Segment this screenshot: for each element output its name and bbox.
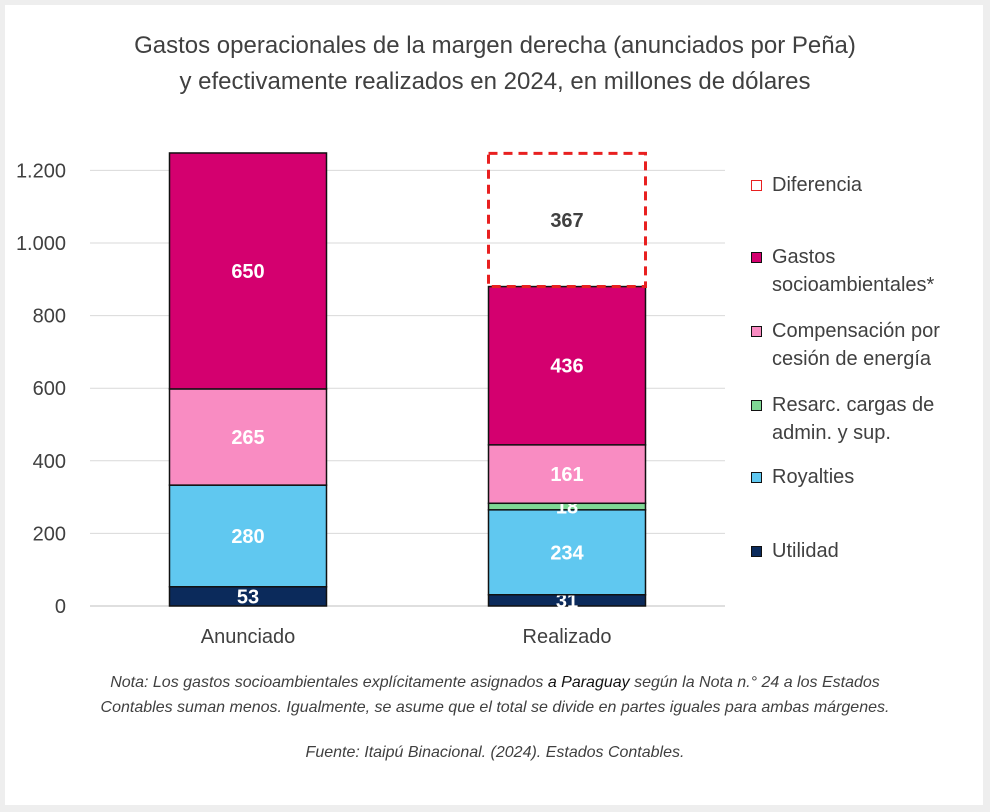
legend-swatch-utilidad [751, 546, 762, 557]
legend-label-resarc-cargas-de-admin-y-sup-1: admin. y sup. [772, 422, 891, 444]
bar-compensaci-n-por-cesi-n-de-energ-a-1 [487, 444, 647, 505]
chart-title: Gastos operacionales de la margen derech… [0, 28, 990, 100]
legend-label-royalties-0: Royalties [772, 466, 855, 488]
y-tick-label-600: 600 [33, 378, 66, 400]
legend-swatch-diferencia [751, 180, 762, 191]
data-label-compensaci-n-por-cesi-n-de-energ-a-1: 161 [550, 464, 583, 486]
y-tick-label-400: 400 [33, 451, 66, 473]
x-tick-label-0: Anunciado [201, 626, 296, 648]
legend-swatch-compensaci-n-por-cesi-n-de-energ-a [751, 326, 762, 337]
legend-label-compensaci-n-por-cesi-n-de-energ-a-0: Compensación por [772, 320, 940, 342]
data-label-utilidad-1: 31 [556, 590, 578, 612]
note-line-2: Contables suman menos. Igualmente, se as… [100, 699, 890, 716]
note-text-emphasis: a Paraguay [547, 674, 630, 691]
note-text-part2: según la Nota n.° 24 a los Estados [629, 674, 880, 691]
x-axis-ticks: Anunciado Realizado [201, 626, 612, 648]
chart-title-line-2: y efectivamente realizados en 2024, en m… [179, 68, 811, 95]
legend-label-diferencia-0: Diferencia [772, 174, 863, 196]
bar-gastos-socioambientales-1 [487, 285, 647, 446]
y-tick-label-0: 0 [55, 596, 66, 618]
y-tick-label-800: 800 [33, 306, 66, 328]
y-tick-label-1200: 1.200 [16, 160, 66, 182]
chart-title-line-1: Gastos operacionales de la margen derech… [134, 32, 856, 59]
data-label-gastos-socioambientales-1: 436 [550, 356, 583, 378]
legend-label-gastos-socioambientales-1: socioambientales* [772, 274, 935, 296]
legend-label-compensaci-n-por-cesi-n-de-energ-a-1: cesión de energía [772, 348, 932, 370]
legend-label-resarc-cargas-de-admin-y-sup-0: Resarc. cargas de [772, 394, 935, 416]
chart-source: Fuente: Itaipú Binacional. (2024). Estad… [305, 744, 685, 761]
bar-royalties-0 [168, 484, 328, 588]
bar-gastos-socioambientales-0 [168, 152, 328, 390]
legend-swatch-gastos-socioambientales [751, 252, 762, 263]
note-text-part1: Nota: Los gastos socioambientales explíc… [110, 674, 548, 691]
y-tick-label-200: 200 [33, 523, 66, 545]
legend-label-utilidad-0: Utilidad [772, 540, 839, 562]
note-line-1: Nota: Los gastos socioambientales explíc… [0, 670, 990, 695]
x-tick-label-1: Realizado [523, 626, 612, 648]
legend-swatch-royalties [751, 472, 762, 483]
data-label-utilidad-0: 53 [237, 586, 259, 608]
data-label-royalties-0: 280 [231, 526, 264, 548]
legend-label-gastos-socioambientales-0: Gastos [772, 246, 836, 268]
y-axis-ticks: 0 200 400 600 800 1.000 1.200 [16, 160, 66, 618]
legend-swatch-resarc-cargas-de-admin-y-sup [751, 400, 762, 411]
data-label-royalties-1: 234 [550, 542, 584, 564]
y-tick-label-1000: 1.000 [16, 233, 66, 255]
bar-diferencia-1 [487, 151, 647, 289]
data-label-diferencia-1: 367 [550, 210, 583, 232]
data-label-gastos-socioambientales-0: 650 [231, 261, 264, 283]
data-label-compensaci-n-por-cesi-n-de-energ-a-0: 265 [231, 427, 264, 449]
chart-note: Nota: Los gastos socioambientales explíc… [0, 670, 990, 720]
